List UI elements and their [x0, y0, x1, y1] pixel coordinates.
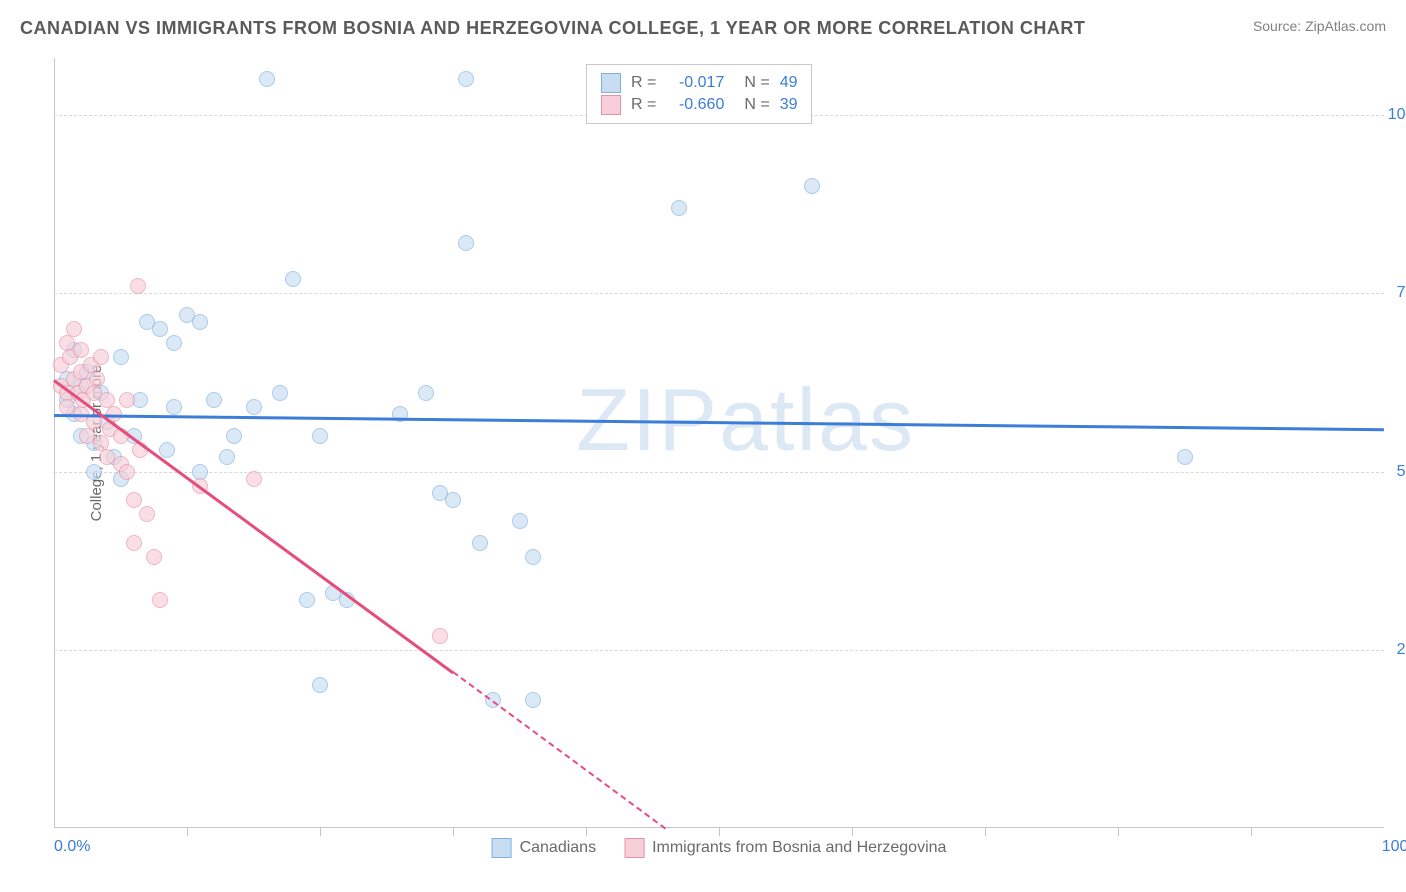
data-point	[246, 471, 262, 487]
x-tick-mark	[1251, 828, 1252, 836]
data-point	[126, 492, 142, 508]
data-point	[152, 592, 168, 608]
data-point	[219, 449, 235, 465]
y-tick-label: 100.0%	[1388, 106, 1406, 124]
data-point	[119, 464, 135, 480]
x-tick-mark	[453, 828, 454, 836]
data-point	[246, 399, 262, 415]
chart-area: College, 1 year or more ZIPatlas 25.0%50…	[54, 58, 1384, 828]
legend-r-label: R =	[631, 96, 656, 114]
data-point	[166, 335, 182, 351]
legend-n-label: N =	[744, 74, 769, 92]
data-point	[299, 592, 315, 608]
series-legend: Canadians Immigrants from Bosnia and Herz…	[492, 838, 947, 858]
legend-item: Immigrants from Bosnia and Herzegovina	[624, 838, 946, 858]
data-point	[312, 677, 328, 693]
x-tick-min: 0.0%	[54, 838, 90, 856]
data-point	[66, 321, 82, 337]
x-tick-mark	[985, 828, 986, 836]
data-point	[113, 349, 129, 365]
y-tick-label: 75.0%	[1397, 284, 1406, 302]
legend-swatch	[601, 95, 621, 115]
data-point	[73, 342, 89, 358]
data-point	[159, 442, 175, 458]
data-point	[418, 385, 434, 401]
legend-swatch	[492, 838, 512, 858]
x-tick-mark	[320, 828, 321, 836]
data-point	[130, 278, 146, 294]
data-point	[89, 371, 105, 387]
correlation-legend: R = -0.017 N = 49 R = -0.660 N = 39	[586, 64, 812, 124]
legend-swatch	[601, 73, 621, 93]
data-point	[139, 506, 155, 522]
data-point	[226, 428, 242, 444]
data-point	[472, 535, 488, 551]
data-point	[1177, 449, 1193, 465]
data-point	[458, 71, 474, 87]
legend-r-label: R =	[631, 74, 656, 92]
source-label: Source: ZipAtlas.com	[1253, 18, 1386, 34]
data-point	[525, 692, 541, 708]
legend-row: R = -0.017 N = 49	[601, 73, 797, 93]
plot-region: 25.0%50.0%75.0%100.0%	[54, 58, 1384, 828]
data-point	[445, 492, 461, 508]
legend-label: Immigrants from Bosnia and Herzegovina	[652, 839, 946, 857]
trend-line	[53, 379, 453, 673]
data-point	[192, 314, 208, 330]
data-point	[206, 392, 222, 408]
chart-title: CANADIAN VS IMMIGRANTS FROM BOSNIA AND H…	[20, 18, 1085, 39]
x-tick-max: 100.0%	[1382, 838, 1406, 856]
data-point	[512, 513, 528, 529]
data-point	[146, 549, 162, 565]
x-tick-mark	[1118, 828, 1119, 836]
legend-n-value: 49	[780, 74, 798, 92]
data-point	[272, 385, 288, 401]
data-point	[804, 178, 820, 194]
data-point	[432, 628, 448, 644]
legend-row: R = -0.660 N = 39	[601, 95, 797, 115]
legend-r-value: -0.017	[666, 74, 724, 92]
data-point	[166, 399, 182, 415]
x-tick-mark	[852, 828, 853, 836]
legend-n-value: 39	[780, 96, 798, 114]
x-tick-mark	[586, 828, 587, 836]
legend-label: Canadians	[520, 839, 597, 857]
legend-item: Canadians	[492, 838, 597, 858]
header: CANADIAN VS IMMIGRANTS FROM BOSNIA AND H…	[0, 0, 1406, 47]
data-point	[671, 200, 687, 216]
y-tick-label: 25.0%	[1397, 641, 1406, 659]
legend-r-value: -0.660	[666, 96, 724, 114]
x-tick-mark	[187, 828, 188, 836]
trend-line-extrapolated	[452, 671, 666, 829]
gridline	[54, 293, 1384, 294]
y-tick-label: 50.0%	[1397, 463, 1406, 481]
gridline	[54, 650, 1384, 651]
trend-line	[54, 414, 1384, 431]
data-point	[119, 392, 135, 408]
data-point	[259, 71, 275, 87]
data-point	[86, 464, 102, 480]
data-point	[152, 321, 168, 337]
y-axis	[54, 58, 55, 828]
x-tick-mark	[719, 828, 720, 836]
data-point	[285, 271, 301, 287]
data-point	[93, 349, 109, 365]
data-point	[525, 549, 541, 565]
data-point	[312, 428, 328, 444]
legend-n-label: N =	[744, 96, 769, 114]
data-point	[126, 535, 142, 551]
data-point	[458, 235, 474, 251]
legend-swatch	[624, 838, 644, 858]
